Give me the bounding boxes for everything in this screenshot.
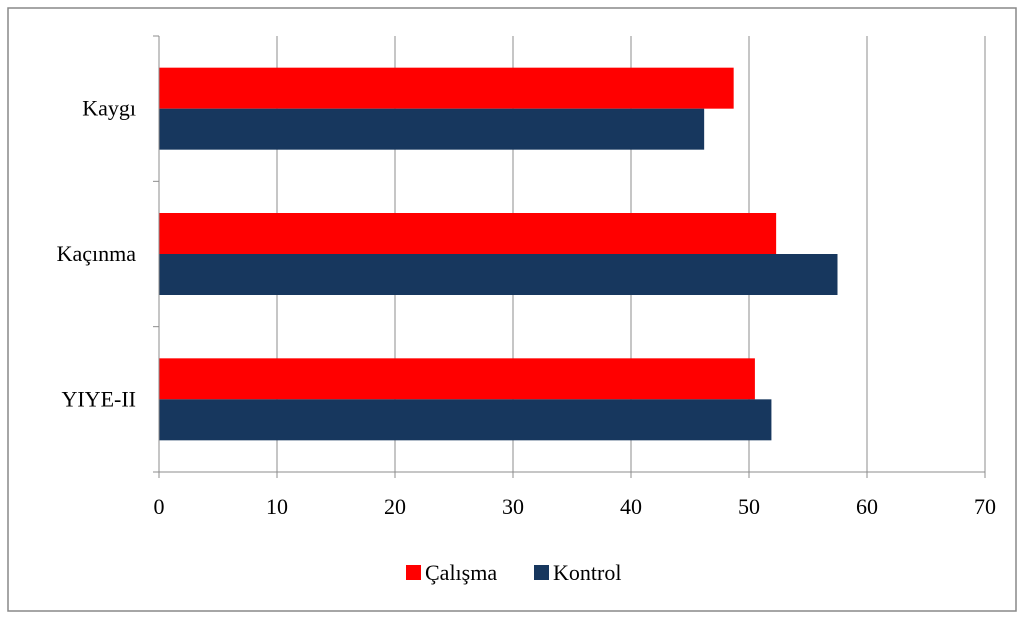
bar-kontrol-2 xyxy=(159,399,772,441)
x-tick-label: 70 xyxy=(974,494,996,519)
axes xyxy=(153,35,986,478)
legend-label-calisma: Çalışma xyxy=(425,560,497,585)
y-category-label: Kaçınma xyxy=(57,241,137,266)
legend-label-kontrol: Kontrol xyxy=(553,560,621,585)
y-category-label: YIYE-II xyxy=(61,386,136,411)
legend-swatch-calisma xyxy=(406,565,421,580)
legend-swatch-kontrol xyxy=(534,565,549,580)
x-tick-label: 0 xyxy=(154,494,165,519)
bar-kontrol-0 xyxy=(159,108,705,150)
bars xyxy=(159,67,838,441)
x-tick-label: 60 xyxy=(856,494,878,519)
x-tick-label: 50 xyxy=(738,494,760,519)
x-tick-label: 10 xyxy=(266,494,288,519)
x-tick-labels: 0 10 20 30 40 50 60 70 xyxy=(154,494,997,519)
bar-calisma-2 xyxy=(159,358,755,400)
x-tick-label: 40 xyxy=(620,494,642,519)
x-tick-label: 30 xyxy=(502,494,524,519)
legend: Çalışma Kontrol xyxy=(406,560,621,585)
y-category-labels: Kaygı Kaçınma YIYE-II xyxy=(57,96,137,412)
bar-kontrol-1 xyxy=(159,254,838,295)
x-tick-label: 20 xyxy=(384,494,406,519)
y-category-label: Kaygı xyxy=(82,96,136,121)
bar-calisma-0 xyxy=(159,67,734,109)
bar-calisma-1 xyxy=(159,213,777,254)
